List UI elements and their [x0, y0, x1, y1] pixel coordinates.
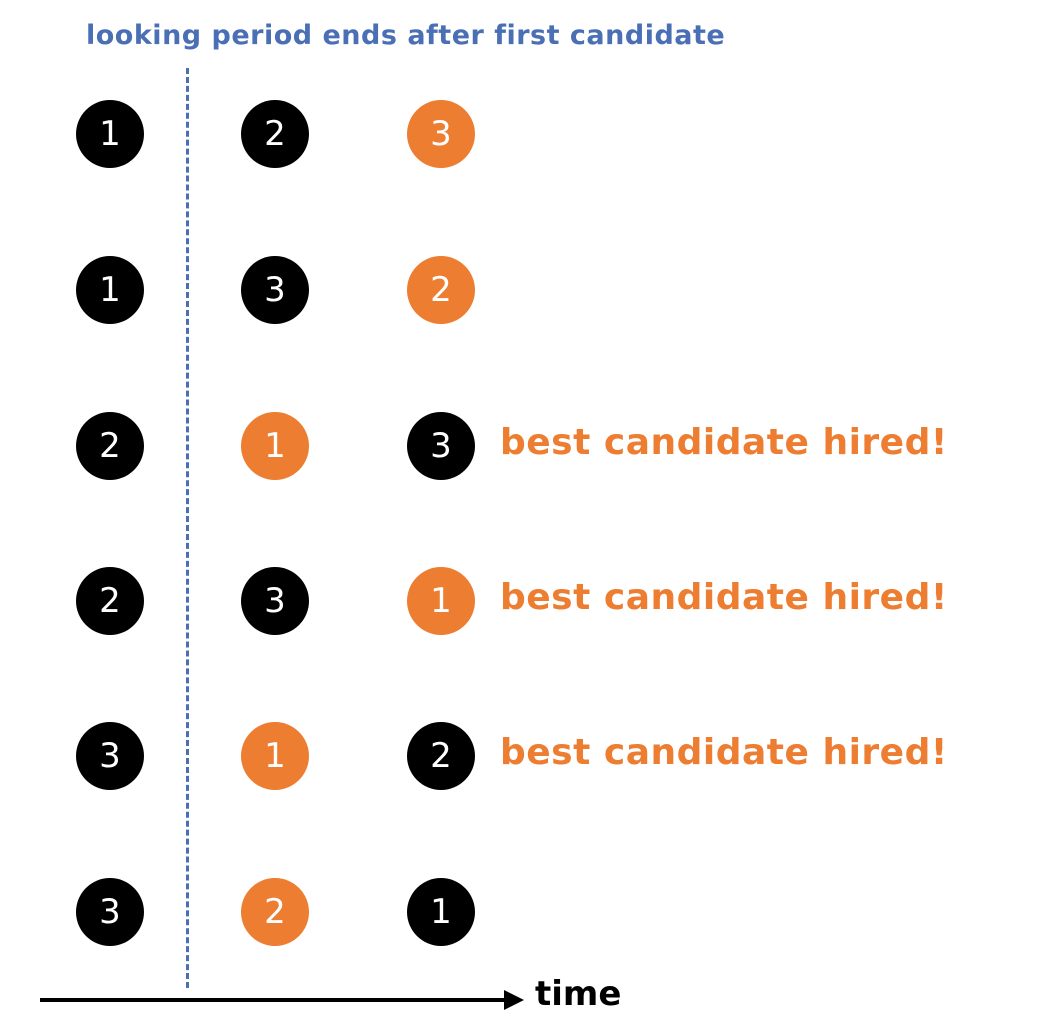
sequence-row: 1 2 3: [0, 100, 1048, 170]
hired-candidate-circle: 3: [407, 100, 475, 168]
sequence-row: 2 1 3 best candidate hired!: [0, 412, 1048, 482]
candidate-circle: 1: [407, 878, 475, 946]
time-axis-label: time: [535, 974, 622, 1014]
hired-candidate-circle: 2: [241, 878, 309, 946]
looking-period-divider: [186, 68, 189, 988]
candidate-circle: 3: [76, 722, 144, 790]
candidate-circle: 3: [241, 567, 309, 635]
time-axis-line: [40, 998, 508, 1002]
time-axis-arrowhead: [504, 990, 524, 1010]
candidate-circle: 1: [76, 256, 144, 324]
sequence-row: 1 3 2: [0, 256, 1048, 326]
sequence-row: 3 1 2 best candidate hired!: [0, 722, 1048, 792]
candidate-circle: 3: [76, 878, 144, 946]
sequence-row: 3 2 1: [0, 878, 1048, 948]
best-candidate-hired-note: best candidate hired!: [500, 732, 948, 773]
candidate-circle: 3: [241, 256, 309, 324]
best-candidate-hired-note: best candidate hired!: [500, 422, 948, 463]
candidate-circle: 2: [407, 722, 475, 790]
looking-period-caption: looking period ends after first candidat…: [86, 20, 726, 51]
hired-candidate-circle: 2: [407, 256, 475, 324]
hired-candidate-circle: 1: [241, 412, 309, 480]
candidate-circle: 2: [76, 412, 144, 480]
candidate-circle: 3: [407, 412, 475, 480]
best-candidate-hired-note: best candidate hired!: [500, 577, 948, 618]
candidate-circle: 2: [76, 567, 144, 635]
hired-candidate-circle: 1: [407, 567, 475, 635]
candidate-circle: 2: [241, 100, 309, 168]
sequence-row: 2 3 1 best candidate hired!: [0, 567, 1048, 637]
hired-candidate-circle: 1: [241, 722, 309, 790]
candidate-circle: 1: [76, 100, 144, 168]
